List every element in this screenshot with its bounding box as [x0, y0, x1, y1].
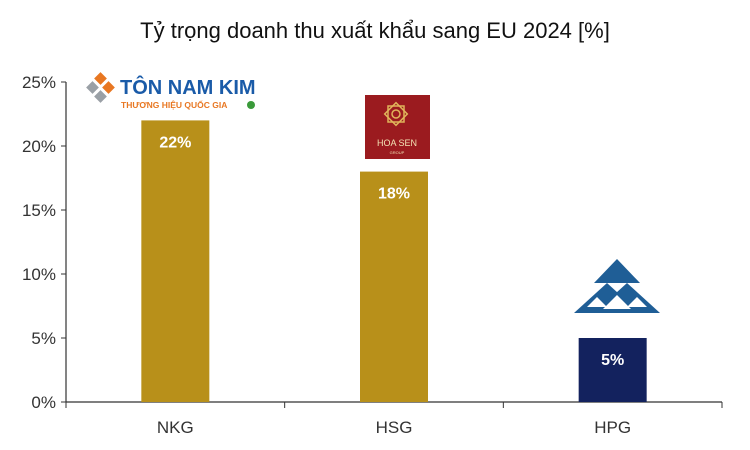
bar-nkg	[141, 120, 210, 403]
nkg-star-icon	[247, 101, 255, 109]
chart-title: Tỷ trọng doanh thu xuất khẩu sang EU 202…	[140, 18, 610, 43]
lotus-icon	[383, 101, 409, 127]
hsg-logo-sub: GROUP	[390, 150, 405, 155]
x-tick-label-hpg: HPG	[594, 418, 631, 437]
data-label-hsg: 18%	[378, 186, 410, 203]
y-tick-label: 0%	[31, 393, 56, 412]
nkg-diamond-icon	[86, 72, 115, 103]
x-tick-label-nkg: NKG	[157, 418, 194, 437]
y-tick-label: 5%	[31, 329, 56, 348]
bar-hpg	[578, 338, 647, 402]
data-label-hpg: 5%	[601, 352, 624, 369]
hsg-logo: HOA SEN GROUP	[365, 95, 430, 159]
hsg-logo-name: HOA SEN	[377, 138, 417, 148]
y-tick-label: 20%	[22, 137, 56, 156]
data-label-nkg: 22%	[159, 134, 191, 151]
nkg-logo: TÔN NAM KIM THƯƠNG HIỆU QUỐC GIA	[86, 72, 256, 110]
bars: 22% 18% 5%	[141, 120, 647, 403]
y-tick-label: 15%	[22, 201, 56, 220]
nkg-logo-tagline: THƯƠNG HIỆU QUỐC GIA	[121, 99, 227, 110]
hpg-logo-icon	[574, 259, 660, 313]
nkg-logo-name: TÔN NAM KIM	[120, 75, 256, 99]
x-tick-label-hsg: HSG	[376, 418, 413, 437]
bar-hsg	[360, 171, 428, 402]
y-tick-label: 25%	[22, 73, 56, 92]
y-tick-label: 10%	[22, 265, 56, 284]
